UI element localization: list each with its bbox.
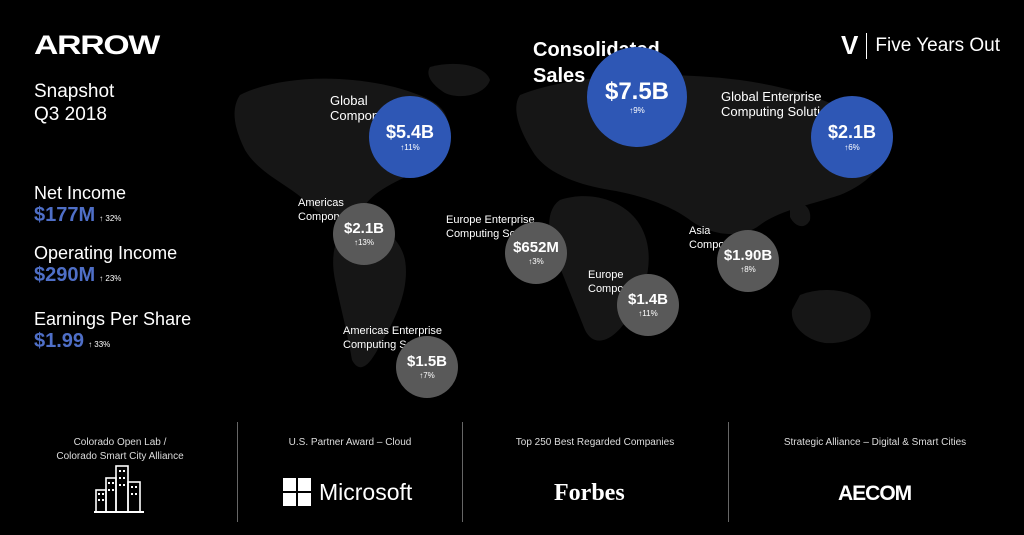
bubble-change: ↑6% [844, 142, 860, 152]
arrow-logo: ARROW [34, 30, 160, 60]
metric-label: Earnings Per Share [34, 309, 192, 329]
bubble-value: $7.5B [604, 77, 670, 105]
bubble-change: ↑3% [528, 257, 544, 266]
city-buildings-icon [94, 462, 144, 519]
bubble-value: $1.4B [627, 291, 669, 308]
metric-value: $290M [34, 264, 96, 286]
label-line: Global [330, 93, 368, 108]
label-line: Americas Enterprise [343, 325, 443, 337]
label-line: Europe [588, 269, 624, 281]
five-years-out-text: Five Years Out [875, 34, 1000, 56]
footer-caption-aecom: Strategic Alliance – Digital & Smart Cit… [783, 437, 967, 448]
asia-components-bubble: $1.90B ↑8% [717, 230, 779, 292]
footer-divider [462, 422, 463, 522]
europe-components-bubble: $1.4B ↑11% [617, 274, 679, 336]
metric-change: ↑ 33% [88, 340, 111, 349]
bubble-value: $5.4B [385, 121, 435, 142]
bubble-value: $1.5B [406, 353, 448, 370]
consolidated-sales-bubble: $7.5B ↑9% [587, 47, 687, 147]
metric-label: Net Income [34, 183, 127, 203]
footer-caption-microsoft: U.S. Partner Award – Cloud [288, 437, 412, 448]
metric-change: ↑ 23% [99, 274, 122, 283]
bubble-change: ↑8% [740, 265, 756, 274]
metric-value: $177M [34, 204, 96, 226]
footer-caption-forbes: Top 250 Best Regarded Companies [515, 437, 675, 448]
snapshot-title: Snapshot Q3 2018 [34, 80, 114, 126]
bubble-change: ↑11% [400, 142, 420, 152]
microsoft-wordmark: Microsoft [319, 478, 413, 505]
label-line: Global Enterprise [721, 89, 822, 104]
caption-line: Colorado Open Lab / [73, 437, 167, 448]
five-years-out-logo: V Five Years Out [841, 30, 1000, 61]
forbes-logo: Forbes [554, 480, 625, 506]
footer-caption-colorado: Colorado Open Lab / Colorado Smart City … [20, 436, 220, 464]
bubble-value: $2.1B [827, 121, 877, 142]
americas-components-bubble: $2.1B ↑13% [333, 203, 395, 265]
footer-divider [728, 422, 729, 522]
global-ecs-bubble: $2.1B ↑6% [811, 96, 893, 178]
global-components-bubble: $5.4B ↑11% [369, 96, 451, 178]
label-line: Sales [533, 65, 586, 87]
label-line: Computing Solutions [721, 104, 841, 119]
five-years-out-icon: V [841, 30, 859, 60]
bubble-change: ↑11% [638, 309, 658, 318]
bubble-value: $1.90B [723, 247, 773, 264]
microsoft-logo: Microsoft [283, 478, 412, 506]
metric-value: $1.99 [34, 330, 85, 352]
bubble-value: $652M [513, 239, 559, 256]
label-line: Americas [298, 197, 344, 209]
metric-operating-income: Operating Income $290M ↑ 23% [34, 243, 177, 287]
caption-line: Colorado Smart City Alliance [56, 451, 184, 462]
bubble-value: $2.1B [343, 220, 385, 237]
snapshot-label: Snapshot [34, 81, 115, 102]
microsoft-windows-icon [283, 478, 311, 506]
bubble-change: ↑13% [353, 238, 374, 247]
bubble-change: ↑9% [629, 105, 645, 115]
metric-eps: Earnings Per Share $1.99 ↑ 33% [34, 309, 191, 353]
metric-change: ↑ 32% [99, 214, 122, 223]
metric-label: Operating Income [34, 243, 178, 263]
global-ecs-label: Global Enterprise Computing Solutions [721, 89, 841, 119]
footer-divider [237, 422, 238, 522]
aecom-logo: AECOM [838, 482, 912, 505]
metric-net-income: Net Income $177M ↑ 32% [34, 183, 126, 227]
label-line: Asia [689, 225, 711, 237]
bubble-change: ↑7% [419, 371, 435, 380]
logo-divider [866, 32, 868, 59]
label-line: Europe Enterprise [446, 214, 535, 226]
snapshot-quarter: Q3 2018 [34, 104, 107, 125]
americas-ecs-bubble: $1.5B ↑7% [396, 336, 458, 398]
europe-ecs-bubble: $652M ↑3% [505, 222, 567, 284]
